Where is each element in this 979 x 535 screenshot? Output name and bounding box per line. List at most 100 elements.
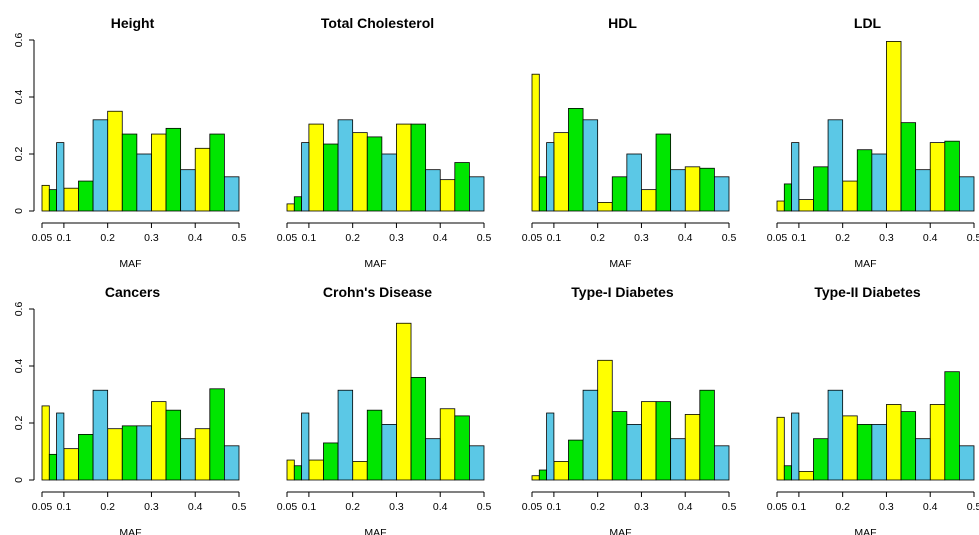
x-tick-label: 0.3: [144, 232, 159, 244]
bar: [670, 169, 686, 212]
bar: [136, 153, 152, 212]
bar: [286, 203, 295, 212]
bar: [626, 153, 642, 212]
bar: [611, 176, 628, 212]
chart-panel-7: Type-I Diabetes 0.05 0.1 0.2 0.3 0.4 0.5 MAF: [522, 284, 737, 535]
x-tick-label: 0.05: [277, 232, 298, 244]
x-tick-label: 0.2: [590, 232, 605, 244]
bar: [78, 180, 94, 212]
bar: [56, 412, 65, 481]
x-tick-label: 0.05: [767, 501, 788, 513]
bar: [597, 359, 613, 481]
bar: [546, 142, 555, 212]
y-tick-label: 0.4: [13, 90, 25, 105]
bar: [180, 169, 196, 212]
y-tick-label: 0: [13, 477, 25, 483]
bar: [813, 166, 829, 212]
x-tick-label: 0.5: [477, 232, 492, 244]
bar: [886, 41, 902, 212]
bar: [776, 416, 785, 481]
bar: [439, 408, 456, 481]
x-tick-label: 0.4: [188, 232, 203, 244]
bar: [611, 411, 628, 481]
x-tick-label: 0.05: [32, 232, 53, 244]
y-tick-label: 0.6: [13, 302, 25, 317]
x-tick-label: 0.3: [389, 501, 404, 513]
bar: [107, 110, 123, 212]
x-tick-label: 0.3: [634, 501, 649, 513]
bar: [107, 428, 123, 481]
bar: [900, 411, 917, 481]
bar: [641, 401, 657, 481]
bar: [568, 439, 584, 481]
bar: [546, 412, 555, 481]
bar: [929, 142, 946, 212]
bar: [121, 425, 138, 481]
bar: [136, 425, 152, 481]
bar: [425, 438, 441, 481]
bar: [293, 196, 302, 212]
bar: [900, 122, 917, 212]
x-tick-label: 0.3: [634, 232, 649, 244]
bar: [655, 133, 672, 212]
bar: [381, 424, 397, 481]
x-tick-label: 0.1: [302, 232, 317, 244]
bar: [684, 414, 701, 481]
bar: [92, 119, 109, 212]
x-tick-label: 0.2: [590, 501, 605, 513]
bar: [886, 404, 902, 481]
bar: [41, 405, 50, 481]
x-tick-label: 0.2: [345, 232, 360, 244]
chart-panel-2: Total Cholesterol 0.05 0.1 0.2 0.3 0.4 0.5 MAF: [277, 15, 492, 270]
x-tick-label: 0.3: [879, 232, 894, 244]
bar: [553, 461, 569, 481]
bar: [151, 133, 167, 212]
chart-panel-8: Type-II Diabetes 0.05 0.1 0.2 0.3 0.4 0.5 MAF: [767, 284, 979, 535]
bar: [41, 184, 50, 212]
x-axis-label: MAF: [854, 527, 876, 535]
x-tick-label: 0.1: [57, 232, 72, 244]
chart-panel-4: LDL 0.05 0.1 0.2 0.3 0.4 0.5 MAF: [767, 15, 979, 270]
chart-panel-5: Cancers 0 0.2 0.4 0.6 0.05 0.1 0.2 0.3 0.4 0.5 MAF: [13, 284, 246, 535]
bar: [165, 409, 182, 481]
chart-panel-1: Height 0 0.2 0.4 0.6 0.05 0.1 0.2 0.3 0.4 0.5 MAF: [13, 15, 246, 270]
x-tick-label: 0.05: [32, 501, 53, 513]
bar: [856, 149, 873, 212]
x-axis-label: MAF: [854, 258, 876, 270]
bar: [641, 189, 657, 212]
y-tick-label: 0: [13, 208, 25, 214]
x-axis-label: MAF: [609, 258, 631, 270]
bar: [783, 183, 792, 212]
bar: [714, 176, 730, 212]
x-tick-label: 0.4: [678, 501, 693, 513]
y-tick-label: 0.2: [13, 147, 25, 162]
bar: [323, 143, 339, 212]
bar: [538, 176, 547, 212]
x-tick-label: 0.4: [923, 501, 938, 513]
bar: [842, 415, 858, 481]
x-tick-label: 0.2: [100, 501, 115, 513]
x-axis-label: MAF: [119, 258, 141, 270]
x-tick-label: 0.5: [477, 501, 492, 513]
bar: [396, 322, 412, 481]
bar: [308, 459, 324, 481]
chart-panel-3: HDL 0.05 0.1 0.2 0.3 0.4 0.5 MAF: [522, 15, 737, 270]
x-axis-label: MAF: [609, 527, 631, 535]
x-axis-label: MAF: [119, 527, 141, 535]
x-tick-label: 0.1: [792, 232, 807, 244]
chart-panel-6: Crohn's Disease 0.05 0.1 0.2 0.3 0.4 0.5 MAF: [277, 284, 492, 535]
x-tick-label: 0.1: [547, 501, 562, 513]
bar: [684, 166, 701, 212]
bar: [959, 445, 975, 481]
bar: [582, 119, 599, 212]
bar: [224, 176, 240, 212]
bar: [352, 461, 368, 481]
x-tick-label: 0.1: [547, 232, 562, 244]
x-tick-label: 0.5: [967, 232, 979, 244]
bar: [699, 389, 715, 481]
bar: [151, 401, 167, 481]
bar: [352, 132, 368, 212]
x-tick-label: 0.5: [232, 501, 247, 513]
bar: [944, 371, 960, 481]
